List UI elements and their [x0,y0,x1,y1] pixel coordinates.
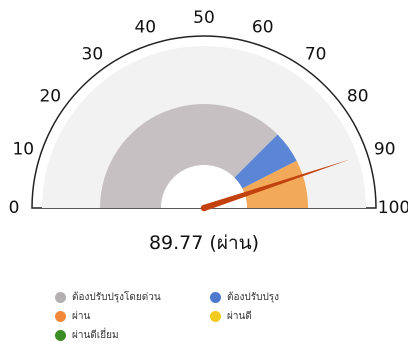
legend-item: ผ่านดีเยี่ยม [55,328,119,343]
legend-swatch [210,311,221,322]
tick-label-80: 80 [347,86,369,106]
legend-swatch [55,292,66,303]
legend-item: ผ่าน [55,309,90,324]
tick-label-70: 70 [305,44,327,64]
gauge-chart: 0 10 20 30 40 50 60 70 80 90 100 [9,8,408,218]
legend-label: ต้องปรับปรุง [227,292,280,303]
tick-label-0: 0 [9,198,20,218]
legend-item: ต้องปรับปรุงโดยด่วน [55,290,161,305]
gauge-needle [202,159,351,212]
tick-label-10: 10 [12,139,34,159]
gauge-needle-hub [200,204,208,212]
legend-label: ต้องปรับปรุงโดยด่วน [72,292,161,303]
tick-label-100: 100 [378,198,408,218]
tick-label-40: 40 [134,17,156,37]
gauge-band-0 [100,104,278,208]
tick-label-50: 50 [193,8,215,28]
tick-label-60: 60 [252,17,274,37]
gauge-value-label: 89.77 (ผ่าน) [148,232,260,254]
gauge-bands [100,104,308,208]
tick-label-90: 90 [374,139,396,159]
legend-swatch [210,292,221,303]
legend-swatch [55,330,66,341]
gauge-band-1 [234,134,297,189]
tick-label-20: 20 [39,86,61,106]
gauge-svg: 0 10 20 30 40 50 60 70 80 90 100 [9,8,408,218]
legend-label: ผ่านดี [227,311,252,322]
legend-item: ต้องปรับปรุง [210,290,279,305]
gauge-inner-cutout [161,165,247,208]
legend-label: ผ่านดีเยี่ยม [72,330,119,341]
legend-item: ผ่านดี [210,309,252,324]
legend-label: ผ่าน [72,311,91,322]
gauge-tick-labels: 0 10 20 30 40 50 60 70 80 90 100 [9,8,408,218]
tick-label-30: 30 [82,44,104,64]
gauge-needle-group [200,159,351,212]
legend-swatch [55,311,66,322]
